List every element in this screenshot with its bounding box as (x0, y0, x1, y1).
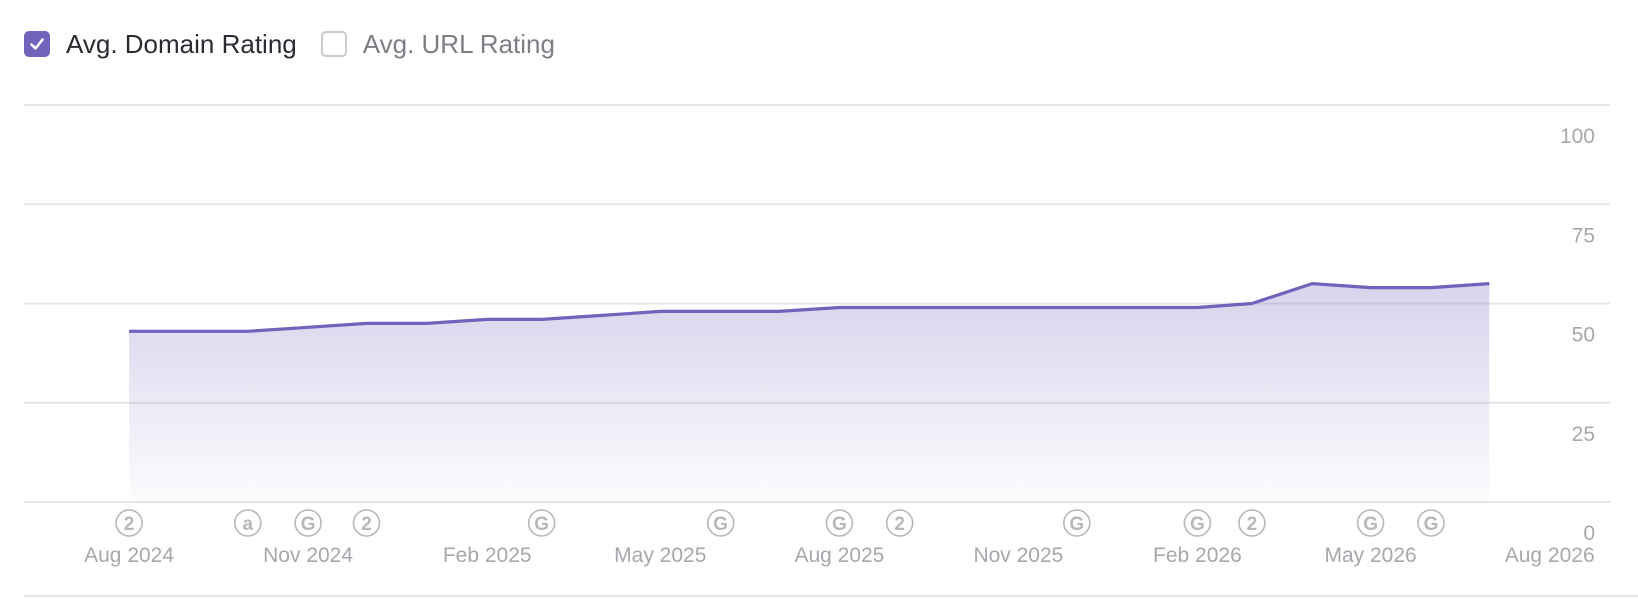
annotation-marker-circle (527, 509, 556, 537)
domain-rating-line[interactable] (129, 282, 1490, 333)
x-tick-label: Aug 2025 (794, 544, 884, 567)
chart-bottom-divider (24, 595, 1638, 597)
data-point[interactable] (776, 308, 782, 314)
y-tick-label: 100 (1560, 125, 1595, 148)
annotation-marker[interactable]: G (527, 509, 556, 537)
data-point[interactable] (836, 305, 842, 311)
x-tick-label: May 2025 (614, 544, 706, 567)
data-point[interactable] (599, 312, 605, 318)
data-point[interactable] (1249, 301, 1255, 307)
annotation-marker-circle (115, 509, 143, 537)
chart-legend: Avg. Domain Rating Avg. URL Rating (24, 26, 579, 62)
data-point[interactable] (364, 320, 370, 326)
annotation-marker-circle (1063, 509, 1091, 537)
x-tick-label: Aug 2026 (1505, 544, 1595, 567)
annotation-marker-label: 2 (361, 514, 372, 535)
domain-rating-area (129, 283, 1490, 502)
annotation-marker[interactable]: G (706, 509, 735, 537)
legend-item-avg-url-rating[interactable]: Avg. URL Rating (320, 26, 555, 62)
annotation-marker-label: G (713, 514, 728, 535)
annotation-marker-circle (1238, 509, 1266, 537)
data-point[interactable] (186, 328, 192, 334)
data-point[interactable] (897, 305, 903, 311)
domain-rating-checkbox[interactable] (24, 31, 50, 57)
annotation-marker[interactable]: G (825, 509, 854, 537)
annotation-marker[interactable]: a (234, 509, 262, 537)
legend-item-avg-domain-rating[interactable]: Avg. Domain Rating (24, 26, 297, 62)
legend-label-avg-domain-rating: Avg. Domain Rating (66, 29, 297, 59)
x-tick-label: May 2026 (1324, 544, 1416, 567)
y-tick-label: 25 (1572, 423, 1595, 446)
y-tick-label: 50 (1572, 324, 1595, 347)
annotation-marker[interactable]: 2 (115, 509, 143, 537)
data-point[interactable] (424, 320, 430, 326)
data-point[interactable] (1015, 305, 1021, 311)
annotation-marker-label: G (534, 514, 549, 535)
data-point[interactable] (305, 324, 311, 330)
x-tick-label: Feb 2025 (443, 544, 532, 567)
data-point[interactable] (126, 328, 132, 334)
annotation-marker[interactable]: 2 (885, 509, 914, 537)
data-point[interactable] (718, 308, 724, 314)
annotation-marker[interactable]: 2 (352, 509, 381, 537)
annotation-marker-label: 2 (124, 514, 135, 535)
url-rating-checkbox[interactable] (320, 31, 347, 57)
annotation-marker-circle (352, 509, 381, 537)
data-point[interactable] (1074, 305, 1080, 311)
x-tick-label: Nov 2025 (973, 544, 1063, 567)
annotation-marker-circle (1417, 509, 1445, 537)
legend-label-avg-url-rating: Avg. URL Rating (362, 29, 555, 59)
annotation-marker[interactable]: 2 (1238, 509, 1266, 537)
data-point[interactable] (245, 328, 251, 334)
annotation-marker-label: G (1069, 514, 1084, 535)
annotation-marker-circle (294, 509, 322, 537)
x-axis-labels: Aug 2024 Nov 2024 Feb 2025 May 2025 Aug 2025… (84, 544, 1595, 567)
annotation-marker-circle (885, 509, 914, 537)
x-tick-label: Nov 2024 (263, 544, 353, 567)
annotation-marker-label: G (832, 514, 847, 535)
data-point[interactable] (1428, 285, 1434, 291)
annotation-marker[interactable]: G (1417, 509, 1445, 537)
annotation-marker-circle (1183, 509, 1212, 537)
y-tick-label: 75 (1572, 224, 1595, 247)
annotation-marker[interactable]: G (1063, 509, 1091, 537)
checkmark-icon (30, 38, 44, 50)
annotation-marker-label: G (1363, 514, 1378, 535)
annotation-markers: 2 a G 2 G G G 2 G G 2 G G (115, 509, 1445, 537)
annotation-marker-circle (1356, 509, 1385, 537)
annotation-marker-label: 2 (894, 514, 905, 535)
data-point[interactable] (539, 316, 545, 322)
data-point[interactable] (484, 316, 490, 322)
data-point[interactable] (1368, 285, 1374, 291)
data-point[interactable] (955, 305, 961, 311)
annotation-marker-label: a (243, 514, 254, 535)
data-point[interactable] (1194, 305, 1200, 311)
annotation-marker[interactable]: G (1183, 509, 1212, 537)
annotation-marker-label: G (1424, 514, 1439, 535)
y-tick-label: 0 (1583, 522, 1595, 545)
annotation-marker[interactable]: G (294, 509, 322, 537)
data-point[interactable] (1309, 281, 1315, 287)
annotation-marker-label: 2 (1247, 514, 1258, 535)
data-point[interactable] (1134, 305, 1140, 311)
data-point[interactable] (657, 308, 663, 314)
x-tick-label: Feb 2026 (1153, 544, 1242, 567)
annotation-marker-circle (706, 509, 735, 537)
x-tick-label: Aug 2024 (84, 544, 174, 567)
annotation-marker[interactable]: G (1356, 509, 1385, 537)
annotation-marker-label: G (1190, 514, 1205, 535)
y-axis-labels: 100 75 50 25 0 (1560, 125, 1595, 545)
annotation-marker-label: G (301, 514, 316, 535)
annotation-marker-circle (234, 509, 262, 537)
annotation-marker-circle (825, 509, 854, 537)
data-point[interactable] (1486, 281, 1492, 287)
